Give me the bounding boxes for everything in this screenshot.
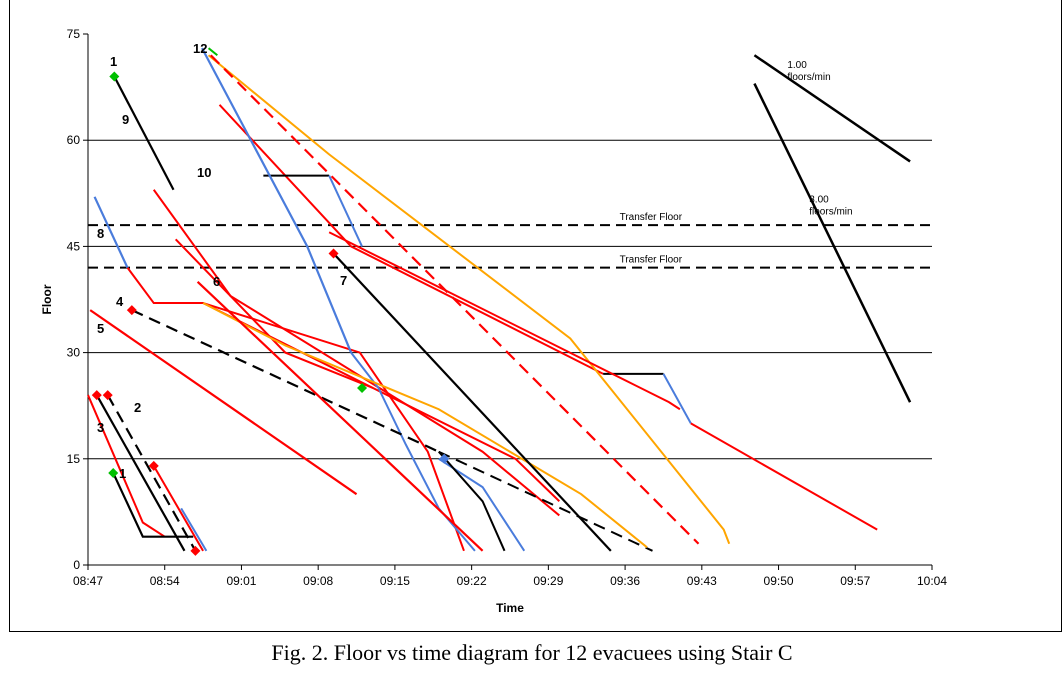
trajectory-line xyxy=(350,351,476,552)
data-marker xyxy=(190,545,201,556)
series-line-10 xyxy=(201,47,353,354)
trajectory-line xyxy=(202,302,465,552)
data-marker xyxy=(102,390,113,401)
x-tick-label: 09:43 xyxy=(687,574,717,588)
x-tick-label: 09:22 xyxy=(457,574,487,588)
trajectory-line xyxy=(207,54,731,545)
x-tick-label: 09:57 xyxy=(840,574,870,588)
series-number-label: 12 xyxy=(193,41,207,56)
trajectory-line xyxy=(662,373,692,424)
speed-label: floors/min xyxy=(787,72,830,83)
series-number-label: 2 xyxy=(134,400,141,415)
y-tick-label: 0 xyxy=(73,558,80,572)
trajectory-line xyxy=(180,507,208,552)
y-tick-label: 30 xyxy=(67,346,81,360)
series-line-4 xyxy=(131,309,440,453)
trajectory-line xyxy=(438,450,653,552)
data-marker xyxy=(148,460,159,471)
y-tick-label: 75 xyxy=(67,27,81,41)
data-marker xyxy=(109,71,120,82)
speed-label: 1.00 xyxy=(787,60,807,71)
series-line-6 xyxy=(196,281,484,552)
series-line-2 xyxy=(106,394,197,552)
trajectory-line xyxy=(126,267,374,389)
trajectory-line xyxy=(174,238,561,502)
speed-label: floors/min xyxy=(809,207,852,218)
trajectory-line xyxy=(152,189,560,517)
y-tick-label: 15 xyxy=(67,452,81,466)
series-line-9 xyxy=(113,75,175,191)
x-tick-label: 09:29 xyxy=(533,574,563,588)
series-number-label: 7 xyxy=(340,273,347,288)
x-tick-label: 09:36 xyxy=(610,574,640,588)
x-tick-label: 09:01 xyxy=(226,574,256,588)
y-axis-label: Floor xyxy=(40,284,54,314)
transfer-floor-label: Transfer Floor xyxy=(620,212,683,223)
series-number-label: 1 xyxy=(110,54,117,69)
series-line-8 xyxy=(93,196,129,269)
trajectory-line xyxy=(152,465,204,552)
series-number-label: 8 xyxy=(97,226,104,241)
series-line-3 xyxy=(95,394,186,552)
y-tick-label: 60 xyxy=(67,133,81,147)
transfer-floor-label: Transfer Floor xyxy=(620,255,683,266)
x-tick-label: 09:08 xyxy=(303,574,333,588)
trajectory-line xyxy=(87,394,166,538)
data-marker xyxy=(357,383,368,393)
x-tick-label: 08:47 xyxy=(73,574,103,588)
reference-line xyxy=(753,83,912,403)
figure-caption: Fig. 2. Floor vs time diagram for 12 eva… xyxy=(271,640,793,665)
series-number-label: 4 xyxy=(116,294,124,309)
trajectory-line xyxy=(328,175,363,247)
series-number-label: 1 xyxy=(119,466,126,481)
series-line-12 xyxy=(209,54,700,545)
series-number-label: 3 xyxy=(97,420,104,435)
series-line-7 xyxy=(332,252,612,552)
data-marker xyxy=(439,453,450,464)
trajectory-line xyxy=(328,231,681,411)
series-number-label: 5 xyxy=(97,321,104,336)
reference-line xyxy=(753,54,911,163)
y-tick-label: 45 xyxy=(67,239,81,253)
data-marker xyxy=(328,248,339,259)
trajectory-line xyxy=(218,104,604,375)
series-number-label: 9 xyxy=(122,112,129,127)
speed-label: 3.00 xyxy=(809,195,829,206)
series-line-5 xyxy=(89,309,358,496)
x-axis-label: Time xyxy=(496,601,524,615)
x-tick-label: 08:54 xyxy=(150,574,180,588)
figure-frame xyxy=(9,0,1062,632)
x-tick-label: 09:15 xyxy=(380,574,410,588)
trajectory-line xyxy=(202,302,648,549)
trajectory-line xyxy=(207,47,218,57)
series-number-label: 10 xyxy=(197,165,211,180)
x-tick-label: 09:50 xyxy=(764,574,794,588)
trajectory-line xyxy=(690,422,878,531)
trajectory-line xyxy=(438,451,506,552)
data-marker xyxy=(91,390,102,401)
x-tick-label: 10:04 xyxy=(917,574,947,588)
data-marker xyxy=(108,467,119,478)
data-marker xyxy=(126,305,137,316)
series-number-label: 6 xyxy=(213,274,220,289)
